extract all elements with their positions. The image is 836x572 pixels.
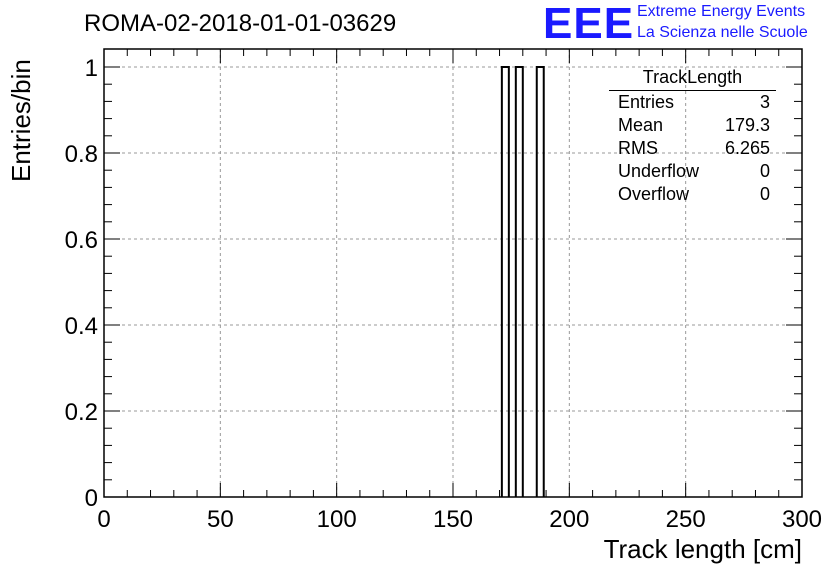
stats-value: 0 — [759, 161, 770, 181]
eee-logo: EEE — [543, 0, 635, 48]
x-tick-label: 250 — [666, 506, 706, 533]
stats-label: Overflow — [618, 184, 690, 204]
stats-row-rms: RMS 6.265 — [618, 138, 770, 160]
stats-value: 179.3 — [724, 115, 770, 135]
stats-value: 3 — [759, 92, 770, 112]
x-tick-label: 100 — [317, 506, 357, 533]
stats-row-overflow: Overflow 0 — [618, 184, 770, 206]
stats-row-underflow: Underflow 0 — [618, 161, 770, 183]
x-tick-label: 200 — [549, 506, 589, 533]
eee-logo-line2: La Scienza nelle Scuole — [637, 24, 808, 41]
x-tick-label: 150 — [433, 506, 473, 533]
y-tick-label: 0 — [85, 485, 98, 512]
stats-divider — [609, 90, 776, 91]
x-tick-label: 50 — [207, 506, 234, 533]
stats-value: 6.265 — [724, 138, 770, 158]
stats-label: Mean — [618, 115, 664, 135]
stats-row-entries: Entries 3 — [618, 92, 770, 114]
stats-box: TrackLength Entries 3 Mean 179.3 RMS 6.2… — [609, 67, 776, 207]
x-tick-label: 0 — [97, 506, 110, 533]
histogram-bin — [535, 66, 545, 497]
y-tick-label: 0.8 — [65, 141, 98, 168]
eee-logo-line1: Extreme Energy Events — [637, 3, 806, 20]
y-axis-label: Entries/bin — [6, 59, 36, 182]
stats-label: Underflow — [618, 161, 700, 181]
x-axis-label: Track length [cm] — [603, 534, 802, 564]
y-tick-label: 0.4 — [65, 313, 98, 340]
run-title: ROMA-02-2018-01-01-03629 — [84, 10, 397, 37]
stats-row-mean: Mean 179.3 — [618, 115, 770, 137]
y-tick-label: 0.6 — [65, 227, 98, 254]
histogram-bin — [514, 66, 524, 497]
y-tick-label: 1 — [85, 55, 98, 82]
stats-value: 0 — [759, 184, 770, 204]
stats-label: RMS — [618, 138, 658, 158]
stats-label: Entries — [618, 92, 675, 112]
y-tick-label: 0.2 — [65, 399, 98, 426]
stats-title: TrackLength — [642, 67, 743, 87]
histogram-bin — [500, 66, 510, 497]
x-tick-label: 300 — [782, 506, 822, 533]
